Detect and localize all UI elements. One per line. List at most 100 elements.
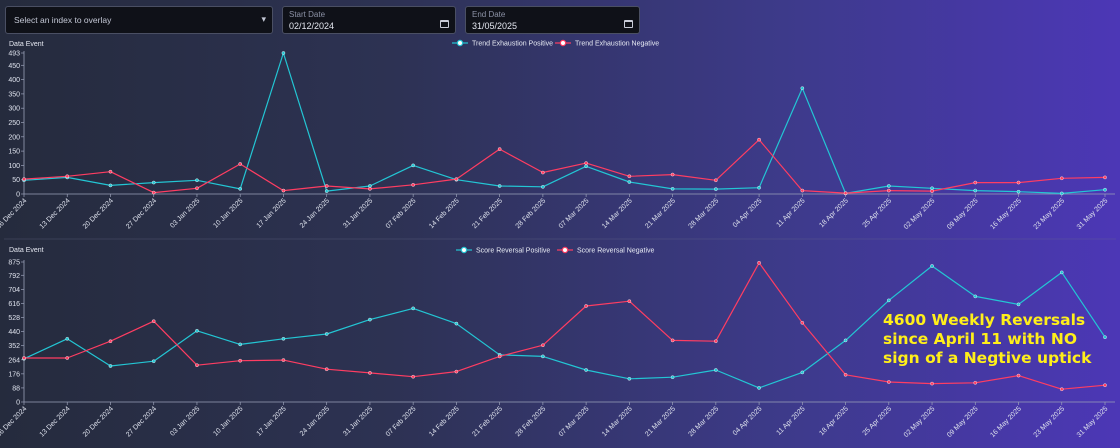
x-tick-label: 02 May 2025	[903, 405, 937, 439]
y-tick-label: 88	[12, 385, 20, 392]
y-tick-label: 50	[12, 177, 20, 184]
y-tick-label: 150	[8, 149, 20, 156]
x-tick-label: 28 Mar 2025	[688, 197, 721, 230]
data-point	[800, 86, 805, 90]
data-point	[757, 185, 761, 190]
data-point	[151, 180, 156, 185]
data-point	[22, 356, 26, 360]
x-tick-label: 03 Jan 2025	[169, 197, 201, 229]
data-point	[368, 317, 372, 322]
x-tick-label: 27 Dec 2024	[125, 197, 158, 230]
y-tick-label: 0	[16, 400, 20, 407]
y-tick-label: 352	[8, 343, 20, 350]
y-axis-title: Data Event	[9, 247, 44, 254]
filter-bar: Select an index to overlay ▾ Start Date …	[0, 0, 1120, 38]
data-point	[238, 187, 242, 191]
x-tick-label: 20 Dec 2024	[82, 405, 115, 438]
data-point	[22, 177, 26, 181]
data-point	[541, 185, 545, 189]
index-overlay-select[interactable]: Select an index to overlay ▾	[5, 6, 273, 34]
data-point	[1103, 383, 1107, 388]
chart-1: Data Event 0 50 100 150 200 250 300 350 400 450 493…	[0, 39, 1115, 231]
y-tick-label: 528	[8, 315, 20, 322]
data-point	[627, 180, 632, 184]
x-tick-label: 14 Mar 2025	[601, 405, 634, 438]
data-point	[584, 304, 588, 308]
legend-label: Score Reversal Positive	[476, 248, 550, 255]
data-point	[281, 188, 286, 193]
data-point	[584, 164, 588, 169]
x-tick-label: 31 Jan 2025	[342, 197, 374, 229]
y-tick-label: 0	[16, 192, 20, 199]
x-tick-label: 16 May 2025	[989, 405, 1023, 439]
legend-label: Trend Exhaustion Negative	[575, 41, 659, 48]
data-point	[627, 299, 632, 304]
x-tick-label: 07 Feb 2025	[385, 405, 418, 438]
data-point	[973, 380, 978, 385]
calendar-icon[interactable]	[624, 20, 633, 28]
data-point	[324, 332, 329, 336]
x-tick-label: 17 Jan 2025	[256, 405, 288, 437]
data-point	[670, 338, 675, 343]
data-point	[1016, 189, 1021, 194]
series-line-2	[24, 262, 1106, 390]
legend-marker	[561, 246, 569, 254]
y-tick-label: 264	[8, 357, 20, 364]
y-tick-label: 440	[8, 329, 20, 336]
legend-label: Score Reversal Negative	[577, 248, 655, 255]
x-tick-label: 04 Apr 2025	[732, 197, 764, 229]
data-point	[65, 174, 70, 179]
data-point	[800, 370, 805, 375]
x-tick-label: 18 Apr 2025	[818, 197, 850, 229]
x-tick-label: 31 Jan 2025	[342, 405, 374, 437]
series-line-1	[23, 265, 1106, 389]
x-tick-label: 23 May 2025	[1033, 405, 1067, 439]
x-tick-label: 27 Dec 2024	[125, 405, 158, 438]
data-point	[843, 191, 848, 195]
data-point	[411, 163, 415, 168]
x-tick-label: 28 Mar 2025	[688, 405, 721, 438]
data-point	[584, 161, 588, 165]
x-tick-label: 07 Mar 2025	[558, 197, 591, 230]
data-point	[497, 147, 502, 151]
data-point	[497, 184, 502, 188]
data-point	[151, 190, 156, 195]
data-point	[670, 187, 675, 191]
x-tick-label: 31 May 2025	[1076, 197, 1110, 231]
data-point	[843, 372, 848, 377]
x-tick-label: 17 Jan 2025	[256, 197, 288, 229]
data-point	[930, 264, 934, 268]
x-tick-label: 07 Mar 2025	[558, 405, 591, 438]
data-point	[411, 306, 415, 311]
x-tick-label: 21 Feb 2025	[471, 405, 504, 438]
data-point	[281, 51, 286, 55]
y-tick-label: 875	[8, 260, 20, 267]
x-tick-label: 04 Apr 2025	[732, 405, 764, 437]
data-point	[1059, 191, 1064, 196]
data-point	[714, 339, 718, 344]
data-point	[324, 367, 329, 372]
x-tick-label: 06 Dec 2024	[0, 197, 28, 230]
calendar-icon[interactable]	[440, 20, 449, 28]
data-point	[281, 336, 286, 341]
x-tick-label: 14 Mar 2025	[601, 197, 634, 230]
data-point	[454, 177, 459, 181]
data-point	[497, 354, 502, 359]
data-point	[368, 371, 372, 375]
data-point	[368, 187, 372, 191]
data-point	[757, 386, 761, 390]
data-point	[887, 188, 891, 193]
data-point	[195, 186, 199, 191]
legend-marker	[456, 39, 464, 47]
y-tick-label: 704	[8, 287, 20, 294]
y-tick-label: 250	[8, 120, 20, 127]
x-tick-label: 11 Apr 2025	[775, 197, 806, 228]
start-date-field[interactable]: Start Date 02/12/2024	[282, 6, 456, 34]
end-date-label: End Date	[472, 10, 506, 19]
data-point	[757, 260, 761, 265]
x-tick-label: 14 Feb 2025	[428, 197, 461, 230]
data-point	[1103, 335, 1107, 340]
end-date-field[interactable]: End Date 31/05/2025	[465, 6, 640, 34]
data-point	[887, 184, 891, 188]
